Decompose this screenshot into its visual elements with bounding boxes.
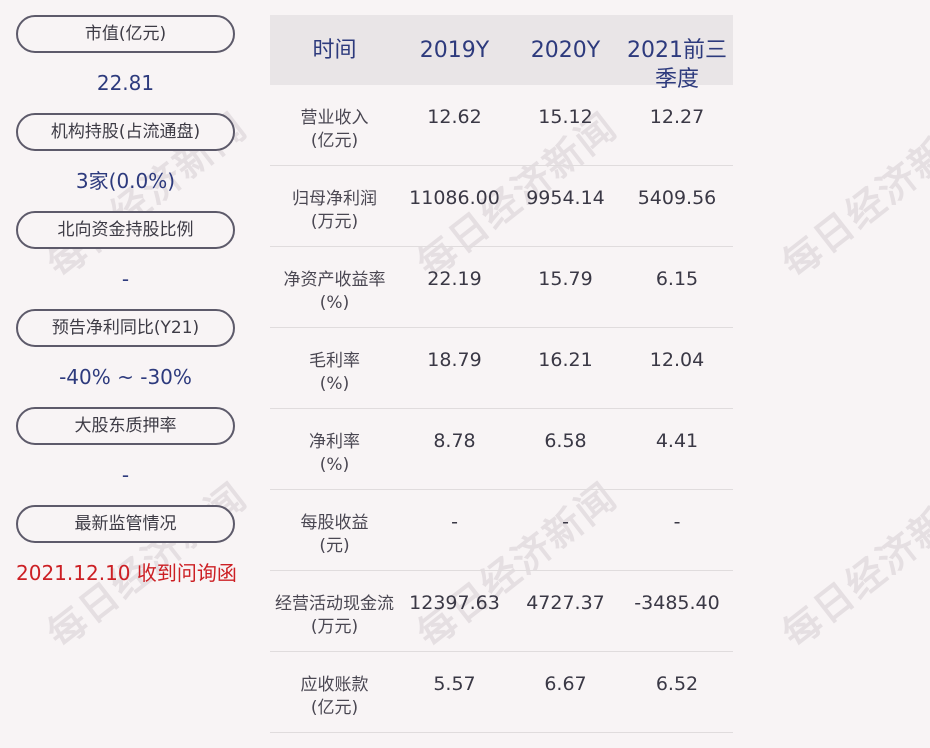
row-label-unit: (%) <box>319 455 350 475</box>
metric-value-market-cap: 22.81 <box>96 71 155 95</box>
header-period: 时间 <box>312 38 357 63</box>
header-2019: 2019Y <box>419 38 490 63</box>
row-label-name: 应收账款 <box>300 675 369 695</box>
table-row: 毛利率 (%) 18.79 16.21 12.04 <box>270 328 733 409</box>
table-cell: 12.04 <box>649 349 705 371</box>
table-row: 经营活动现金流 (万元) 12397.63 4727.37 -3485.40 <box>270 571 733 652</box>
row-label-unit: (亿元) <box>310 131 359 151</box>
row-label-unit: (元) <box>319 536 350 556</box>
metric-value-regulatory-status: 2021.12.10 收到问询函 <box>16 561 237 585</box>
metric-label-pledge-ratio: 大股东质押率 <box>16 407 235 445</box>
row-label-unit: (万元) <box>310 212 359 232</box>
metric-value-pledge-ratio: - <box>121 463 130 487</box>
metric-label-regulatory-status: 最新监管情况 <box>16 505 235 543</box>
metric-label-market-cap: 市值(亿元) <box>16 15 235 53</box>
row-label: 净资产收益率 (%) <box>270 247 399 327</box>
table-cell: - <box>562 511 569 533</box>
table-cell: 12.27 <box>649 106 705 128</box>
metric-label-northbound-ratio: 北向资金持股比例 <box>16 211 235 249</box>
row-label: 毛利率 (%) <box>270 328 399 408</box>
financial-table: 时间 2019Y 2020Y 2021前三季度 营业收入 (亿元) 12.62 15.… <box>270 15 733 733</box>
key-metrics-panel: 市值(亿元) 22.81 机构持股(占流通盘) 3家(0.0%) 北向资金持股比… <box>16 15 237 603</box>
table-cell: 6.67 <box>544 673 587 695</box>
table-cell: 5.57 <box>433 673 476 695</box>
table-cell: 12.62 <box>427 106 482 128</box>
table-header: 时间 2019Y 2020Y 2021前三季度 <box>270 15 733 92</box>
row-label-unit: (万元) <box>310 617 359 637</box>
watermark: 每日经济新闻 <box>774 474 930 657</box>
row-label: 归母净利润 (万元) <box>270 166 399 246</box>
row-label-name: 营业收入 <box>300 108 369 128</box>
metric-value-profit-forecast: -40% ~ -30% <box>59 365 192 389</box>
table-row: 归母净利润 (万元) 11086.00 9954.14 5409.56 <box>270 166 733 247</box>
table-cell: 5409.56 <box>637 187 717 209</box>
table-row: 营业收入 (亿元) 12.62 15.12 12.27 <box>270 85 733 166</box>
row-label-unit: (%) <box>319 293 350 313</box>
row-label: 每股收益 (元) <box>270 490 399 570</box>
table-row: 每股收益 (元) - - - <box>270 490 733 571</box>
table-cell: 22.19 <box>427 268 482 290</box>
table-cell: 4727.37 <box>526 592 605 614</box>
table-cell: 11086.00 <box>409 187 500 209</box>
metric-label-institutional-holdings: 机构持股(占流通盘) <box>16 113 235 151</box>
row-label-name: 净资产收益率 <box>283 270 386 290</box>
row-label-name: 毛利率 <box>309 351 360 371</box>
table-cell: 15.12 <box>538 106 593 128</box>
table-cell: 12397.63 <box>409 592 500 614</box>
row-label: 经营活动现金流 (万元) <box>270 571 399 651</box>
table-cell: -3485.40 <box>634 592 720 614</box>
table-row: 净资产收益率 (%) 22.19 15.79 6.15 <box>270 247 733 328</box>
table-cell: - <box>673 511 681 533</box>
header-2021q3: 2021前三季度 <box>627 38 727 92</box>
table-cell: - <box>451 511 458 533</box>
table-cell: 16.21 <box>538 349 593 371</box>
table-cell: 15.79 <box>538 268 593 290</box>
metric-label-profit-forecast: 预告净利同比(Y21) <box>16 309 235 347</box>
row-label-name: 净利率 <box>309 432 360 452</box>
table-cell: 8.78 <box>433 430 476 452</box>
watermark: 每日经济新闻 <box>774 104 930 287</box>
table-cell: 6.58 <box>544 430 587 452</box>
table-cell: 6.52 <box>655 673 699 695</box>
row-label: 净利率 (%) <box>270 409 399 489</box>
table-row: 应收账款 (亿元) 5.57 6.67 6.52 <box>270 652 733 733</box>
table-cell: 6.15 <box>655 268 699 290</box>
row-label-unit: (%) <box>319 374 350 394</box>
metric-value-northbound-ratio: - <box>121 267 130 291</box>
table-cell: 4.41 <box>655 430 699 452</box>
row-label-name: 经营活动现金流 <box>275 594 394 614</box>
row-label-name: 归母净利润 <box>292 189 377 209</box>
row-label: 应收账款 (亿元) <box>270 652 399 732</box>
row-label-unit: (亿元) <box>310 698 359 718</box>
table-cell: 9954.14 <box>526 187 605 209</box>
header-2020: 2020Y <box>530 38 601 63</box>
metric-value-institutional-holdings: 3家(0.0%) <box>75 169 176 193</box>
table-row: 净利率 (%) 8.78 6.58 4.41 <box>270 409 733 490</box>
row-label-name: 每股收益 <box>300 513 369 533</box>
table-body: 营业收入 (亿元) 12.62 15.12 12.27 归母净利润 (万元) 11086.00… <box>270 85 733 733</box>
table-cell: 18.79 <box>427 349 482 371</box>
row-label: 营业收入 (亿元) <box>270 85 399 165</box>
